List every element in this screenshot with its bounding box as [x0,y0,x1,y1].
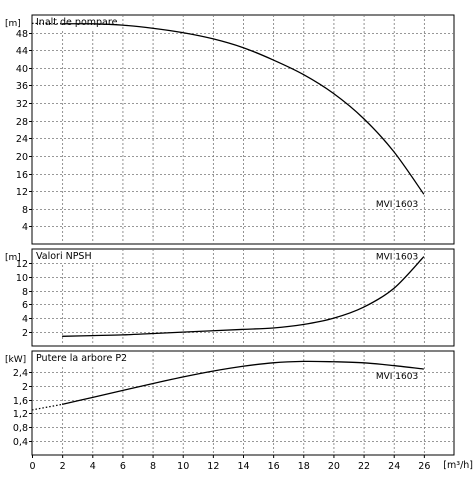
head-ytick-label: 36 [16,81,28,92]
head-title-bg [34,16,120,29]
x-tick-label: 16 [268,461,280,472]
x-tick-label: 8 [150,461,156,472]
power-title-bg [34,352,130,365]
head-ytick-label: 28 [16,117,28,128]
npsh-ytick-label: 10 [16,273,28,284]
head-ytick-label: 44 [16,46,28,57]
x-tick-label: 12 [207,461,219,472]
head-ytick-label: 24 [16,134,28,145]
head-y-unit: [m] [5,19,21,29]
power-title: Putere la arbore P2 [36,353,127,364]
x-tick-label: 22 [358,461,370,472]
npsh-y-unit: [m] [5,253,21,263]
x-tick-label: 0 [29,461,35,472]
npsh-title-bg [34,250,94,263]
power-ytick-label: 2,4 [13,368,28,379]
power-ytick-label: 1,2 [13,409,28,420]
power-ytick-label: 0,4 [13,437,28,448]
power-ytick-label: 1,6 [13,396,28,407]
npsh-ytick-label: 12 [16,259,28,270]
x-tick-label: 4 [90,461,96,472]
x-tick-label: 10 [177,461,189,472]
head-ytick-label: 16 [16,170,28,181]
power-series-label: MVI 1603 [376,372,418,382]
power-y-unit: [kW] [5,355,26,365]
npsh-panel: 2 4 6 8 10 12[m] Valori NPSH MVI 1603 [5,248,455,347]
power-curve [61,360,424,406]
head-ytick-label: 12 [16,187,28,198]
head-plot-frame [31,14,455,245]
x-tick-label: 14 [237,461,249,472]
head-ytick-label: 4 [22,222,28,233]
power-ytick-label: 0,8 [13,423,28,434]
head-ytick-label: 48 [16,29,28,40]
head-ytick-label: 40 [16,64,28,75]
x-tick-label: 6 [120,461,126,472]
npsh-plot-frame [31,248,455,347]
npsh-title: Valori NPSH [36,251,92,262]
head-curve [62,23,425,195]
npsh-ytick-label: 4 [22,314,28,325]
x-tick-label: 2 [60,461,66,472]
power-ytick-label: 2 [22,382,28,393]
x-tick-label: 18 [298,461,310,472]
x-tick-label: 26 [418,461,430,472]
head-title: Inalt de pompare [36,17,118,28]
x-axis-unit: [m³/h] [443,460,473,471]
head-series-label: MVI 1603 [376,200,418,210]
head-ytick-label: 20 [16,152,28,163]
head-ytick-label: 32 [16,99,28,110]
npsh-ytick-label: 2 [22,328,28,339]
npsh-series-label: MVI 1603 [376,253,418,263]
power-panel: 0,4 0,8 1,2 1,6 2 2,4 [kW] Putere la arbore P2 M… [5,350,455,456]
x-tick-label: 24 [388,461,400,472]
power-curve-extrapolated [31,403,63,411]
head-ytick-label: 8 [22,205,28,216]
npsh-ytick-label: 8 [22,287,28,298]
x-tick-label: 20 [328,461,340,472]
npsh-ytick-label: 6 [22,300,28,311]
npsh-curve [62,256,425,337]
